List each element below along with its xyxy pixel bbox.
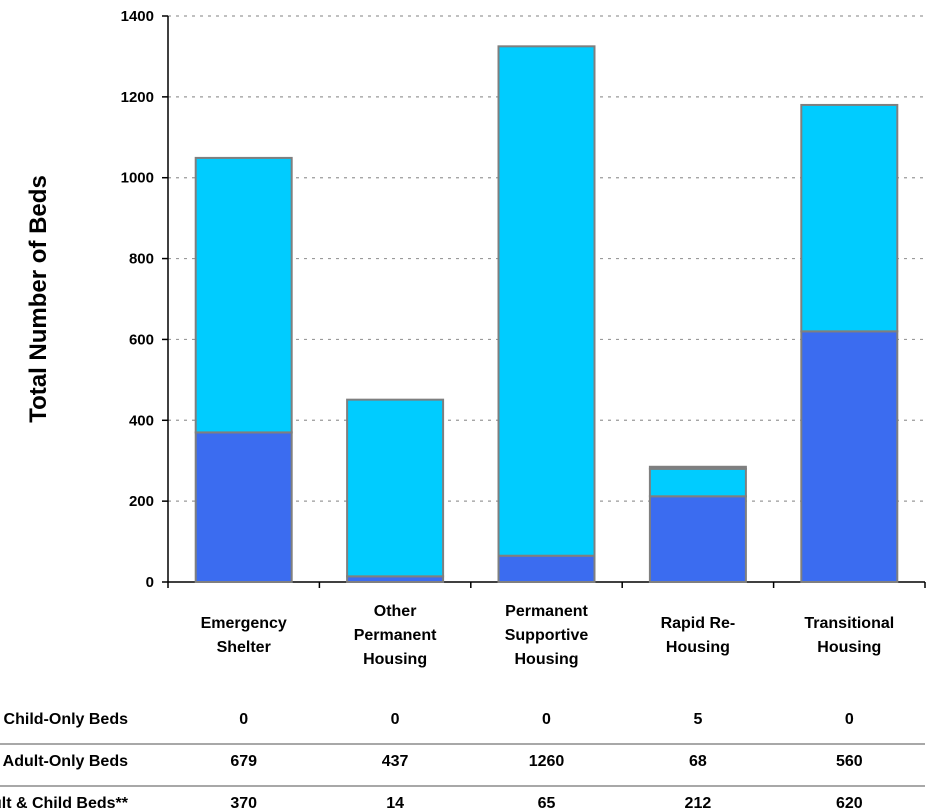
category-label: Rapid Re- <box>661 615 736 632</box>
category-label: Emergency <box>201 615 287 632</box>
category-label: Other <box>374 603 417 620</box>
table-cell: 68 <box>689 753 707 770</box>
y-tick-label: 1200 <box>121 89 154 106</box>
data-table: Child-Only Beds 0 0 0 5 0 Adult-Only Beds 679 43… <box>0 711 925 811</box>
bar-segment <box>648 495 747 584</box>
y-tick-label: 200 <box>129 493 154 510</box>
category-label: Permanent <box>505 603 588 620</box>
y-tick-label: 0 <box>146 574 154 591</box>
table-cell: 370 <box>230 795 257 811</box>
bar-segment <box>648 467 747 498</box>
category-label: Shelter <box>217 639 271 656</box>
table-row-label: Adult-Only Beds <box>3 753 128 770</box>
category-labels: Emergency Shelter Other Permanent Housing Per… <box>201 603 895 668</box>
bar-segment <box>800 103 899 333</box>
bar-segment <box>194 156 293 434</box>
table-cell: 14 <box>386 795 404 811</box>
category-label: Supportive <box>505 627 589 644</box>
category-label: Housing <box>515 651 579 668</box>
bar-segment <box>497 45 596 557</box>
table-row-label: Child-Only Beds <box>4 711 129 728</box>
y-tick-label: 800 <box>129 251 154 268</box>
bars <box>194 45 899 584</box>
y-axis-label: Total Number of Beds <box>25 175 52 423</box>
y-tick-label: 1400 <box>121 8 154 25</box>
bar-segment <box>346 398 445 578</box>
y-tick-label: 400 <box>129 412 154 429</box>
table-cell: 0 <box>845 711 854 728</box>
table-cell: 560 <box>836 753 863 770</box>
table-cell: 5 <box>693 711 702 728</box>
table-cell: 620 <box>836 795 863 811</box>
y-tick-label: 1000 <box>121 170 154 187</box>
table-cell: 0 <box>542 711 551 728</box>
category-label: Housing <box>666 639 730 656</box>
bar-segment <box>800 330 899 584</box>
category-label: Housing <box>363 651 427 668</box>
table-row-label: Adult & Child Beds** <box>0 795 129 811</box>
bar-segment <box>194 431 293 583</box>
bar-segment <box>648 465 747 470</box>
category-label: Permanent <box>354 627 437 644</box>
table-cell: 0 <box>391 711 400 728</box>
table-cell: 437 <box>382 753 409 770</box>
table-cell: 0 <box>239 711 248 728</box>
table-cell: 679 <box>230 753 257 770</box>
bar-segment <box>497 554 596 584</box>
y-tick-label: 600 <box>129 331 154 348</box>
category-label: Transitional <box>804 615 894 632</box>
table-cell: 1260 <box>529 753 565 770</box>
table-cell: 212 <box>685 795 712 811</box>
y-tick-labels: 0 200 400 600 800 1000 1200 1400 <box>121 8 154 591</box>
table-cell: 65 <box>538 795 556 811</box>
category-label: Housing <box>817 639 881 656</box>
